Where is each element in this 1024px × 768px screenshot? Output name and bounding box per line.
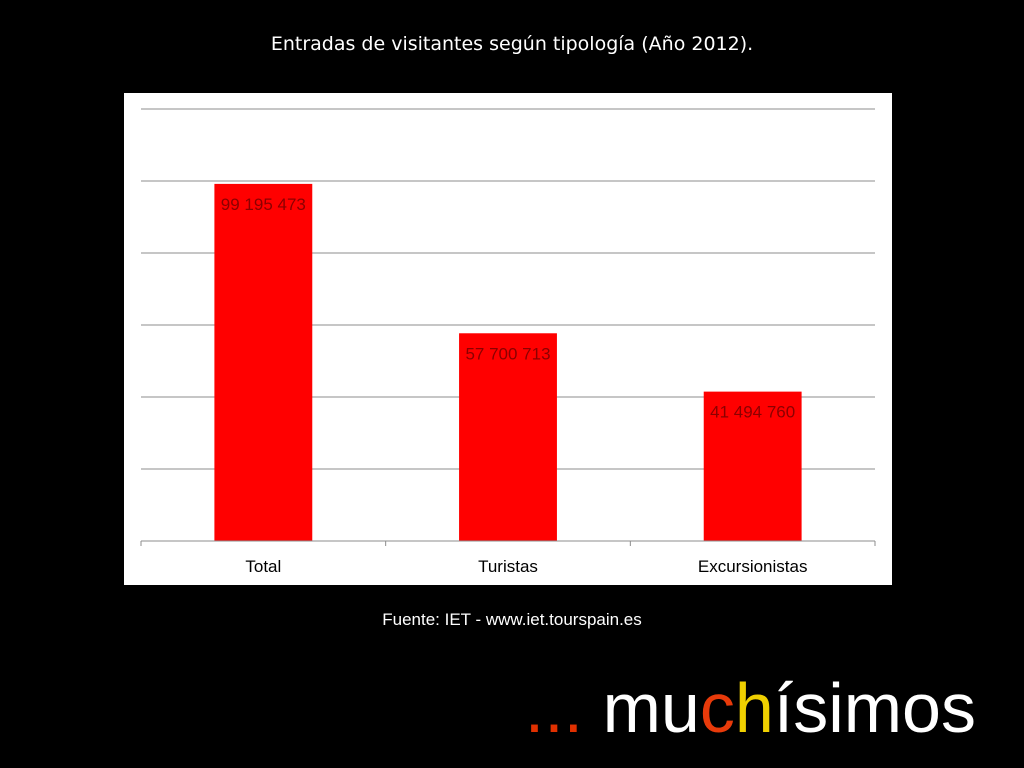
tagline-part: ísimos — [773, 669, 976, 747]
tagline-part: mu — [602, 669, 700, 747]
data-labels: 99 195 473 57 700 713 41 494 760 — [221, 195, 795, 422]
source-note: Fuente: IET - www.iet.tourspain.es — [382, 610, 642, 629]
tagline-part: h — [734, 669, 774, 747]
tagline-part: c — [699, 669, 735, 747]
x-tick-label: Turistas — [478, 557, 538, 576]
tagline-part: ... — [524, 669, 603, 747]
bar-chart: Total Turistas Excursionistas 99 195 473 57… — [140, 108, 876, 576]
bar-total — [214, 183, 313, 541]
bars — [214, 183, 802, 541]
x-tick-label: Excursionistas — [698, 557, 808, 576]
tagline-muchisimos: ... muchísimos — [525, 666, 976, 750]
data-label: 57 700 713 — [465, 344, 550, 363]
data-label: 99 195 473 — [221, 195, 306, 214]
data-label: 41 494 760 — [710, 403, 795, 422]
bar-excursionistas — [703, 391, 802, 541]
bar-turistas — [459, 333, 557, 541]
chart-title: Entradas de visitantes según tipología (… — [270, 33, 754, 55]
x-axis: Total Turistas Excursionistas — [140, 540, 876, 576]
chart-panel: Total Turistas Excursionistas 99 195 473 57… — [124, 93, 892, 585]
x-tick-label: Total — [245, 557, 281, 576]
